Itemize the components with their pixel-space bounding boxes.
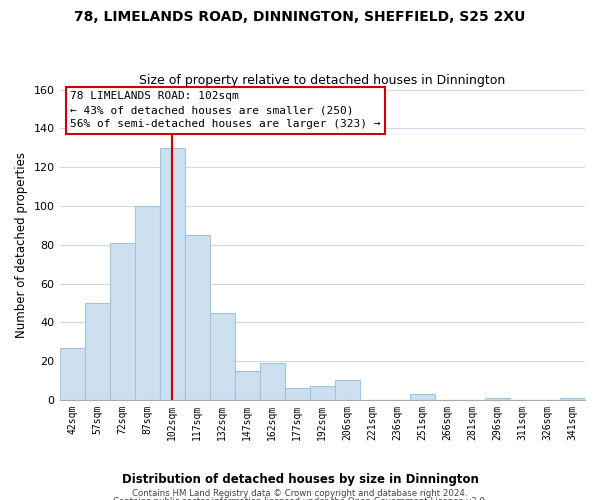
Bar <box>485 398 510 400</box>
Bar <box>185 235 209 400</box>
Bar <box>310 386 335 400</box>
Bar <box>160 148 185 400</box>
Bar <box>110 243 134 400</box>
Text: Contains public sector information licensed under the Open Government Licence v3: Contains public sector information licen… <box>113 496 487 500</box>
Title: Size of property relative to detached houses in Dinnington: Size of property relative to detached ho… <box>139 74 505 87</box>
Text: 78, LIMELANDS ROAD, DINNINGTON, SHEFFIELD, S25 2XU: 78, LIMELANDS ROAD, DINNINGTON, SHEFFIEL… <box>74 10 526 24</box>
Bar <box>260 363 285 400</box>
Bar <box>134 206 160 400</box>
Bar <box>335 380 360 400</box>
Text: Contains HM Land Registry data © Crown copyright and database right 2024.: Contains HM Land Registry data © Crown c… <box>132 489 468 498</box>
Bar <box>85 303 110 400</box>
Bar <box>235 371 260 400</box>
Text: 78 LIMELANDS ROAD: 102sqm
← 43% of detached houses are smaller (250)
56% of semi: 78 LIMELANDS ROAD: 102sqm ← 43% of detac… <box>70 91 380 129</box>
Bar <box>410 394 435 400</box>
Text: Distribution of detached houses by size in Dinnington: Distribution of detached houses by size … <box>122 472 478 486</box>
Bar <box>560 398 585 400</box>
Bar <box>59 348 85 400</box>
Y-axis label: Number of detached properties: Number of detached properties <box>15 152 28 338</box>
Bar <box>209 312 235 400</box>
Bar <box>285 388 310 400</box>
